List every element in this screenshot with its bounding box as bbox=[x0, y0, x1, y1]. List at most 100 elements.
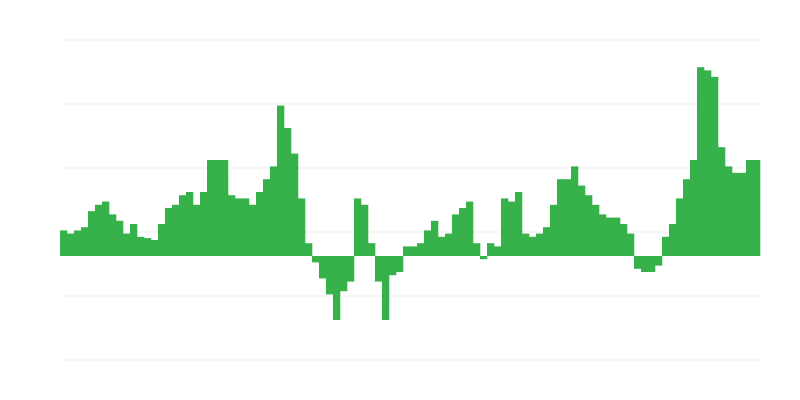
bar bbox=[270, 166, 278, 256]
bar bbox=[193, 204, 201, 256]
bar bbox=[172, 204, 180, 256]
bar bbox=[368, 243, 376, 256]
bar bbox=[711, 76, 719, 256]
bar bbox=[508, 201, 516, 256]
bar bbox=[655, 256, 663, 266]
bar bbox=[95, 204, 103, 256]
bar bbox=[74, 230, 82, 256]
bar bbox=[277, 105, 285, 256]
bar bbox=[130, 224, 138, 256]
bar bbox=[459, 208, 467, 256]
bar bbox=[228, 195, 236, 256]
bar bbox=[389, 256, 397, 276]
bar bbox=[242, 198, 250, 256]
bar bbox=[606, 217, 614, 256]
bar bbox=[403, 246, 411, 256]
bar bbox=[571, 166, 579, 256]
bar bbox=[151, 240, 159, 256]
bar bbox=[305, 243, 313, 256]
bar bbox=[67, 233, 75, 256]
bar bbox=[207, 160, 215, 256]
bar bbox=[361, 204, 369, 256]
bar bbox=[417, 243, 425, 256]
bar bbox=[592, 204, 600, 256]
bar bbox=[410, 246, 418, 256]
bar bbox=[263, 179, 271, 256]
bar bbox=[683, 179, 691, 256]
bar bbox=[88, 211, 96, 256]
bar bbox=[179, 195, 187, 256]
bar bbox=[648, 256, 656, 272]
bar bbox=[424, 230, 432, 256]
bar bbox=[165, 208, 173, 256]
bar bbox=[718, 147, 726, 256]
bar bbox=[137, 236, 145, 256]
bar bbox=[578, 185, 586, 256]
bar bbox=[116, 220, 124, 256]
bar bbox=[529, 236, 537, 256]
bar bbox=[487, 243, 495, 256]
bar bbox=[550, 204, 558, 256]
bar bbox=[494, 246, 502, 256]
bar bbox=[81, 227, 89, 256]
bar bbox=[522, 233, 530, 256]
bar bbox=[676, 198, 684, 256]
bar bbox=[452, 214, 460, 256]
bar bbox=[186, 192, 194, 256]
bar bbox=[235, 198, 243, 256]
bar bbox=[662, 236, 670, 256]
bar bbox=[347, 256, 355, 282]
bar bbox=[613, 217, 621, 256]
bar bbox=[284, 128, 292, 256]
bar bbox=[697, 67, 705, 256]
bar bbox=[599, 214, 607, 256]
bar bbox=[704, 70, 712, 257]
bar bbox=[340, 256, 348, 292]
bar bbox=[312, 256, 320, 263]
bar bbox=[375, 256, 383, 282]
bar bbox=[725, 166, 733, 256]
bar bbox=[438, 236, 446, 256]
bar bbox=[144, 238, 152, 256]
bar bbox=[557, 179, 565, 256]
bar bbox=[326, 256, 334, 295]
bar bbox=[431, 220, 439, 256]
bar bbox=[739, 172, 747, 256]
bar bbox=[634, 256, 642, 269]
bar bbox=[319, 256, 327, 279]
bar bbox=[669, 224, 677, 256]
bar bbox=[354, 198, 362, 256]
bar bbox=[466, 201, 474, 256]
bar bbox=[620, 224, 628, 256]
bar bbox=[333, 256, 341, 320]
bar bbox=[480, 256, 488, 260]
bar bbox=[214, 160, 222, 256]
bar bbox=[396, 256, 404, 272]
bar bbox=[123, 233, 131, 256]
bar bbox=[60, 230, 68, 256]
bar bbox=[641, 256, 649, 272]
bar bbox=[158, 224, 166, 256]
bar bbox=[291, 153, 299, 256]
bar bbox=[753, 160, 761, 256]
bar bbox=[501, 198, 509, 256]
bar bbox=[382, 256, 390, 320]
bar bbox=[102, 201, 110, 256]
bar bbox=[690, 160, 698, 256]
bar bbox=[732, 172, 740, 256]
bar bbox=[445, 233, 453, 256]
bar bbox=[473, 243, 481, 256]
bar bbox=[746, 160, 754, 256]
bar bbox=[256, 192, 264, 256]
bar bbox=[249, 204, 257, 256]
bar bbox=[221, 160, 229, 256]
bar bbox=[515, 192, 523, 256]
bar bbox=[627, 233, 635, 256]
bar bbox=[109, 214, 117, 256]
bar bbox=[564, 179, 572, 256]
bar bbox=[298, 198, 306, 256]
bar bbox=[200, 192, 208, 256]
bar bbox=[536, 233, 544, 256]
bar bbox=[543, 227, 551, 256]
